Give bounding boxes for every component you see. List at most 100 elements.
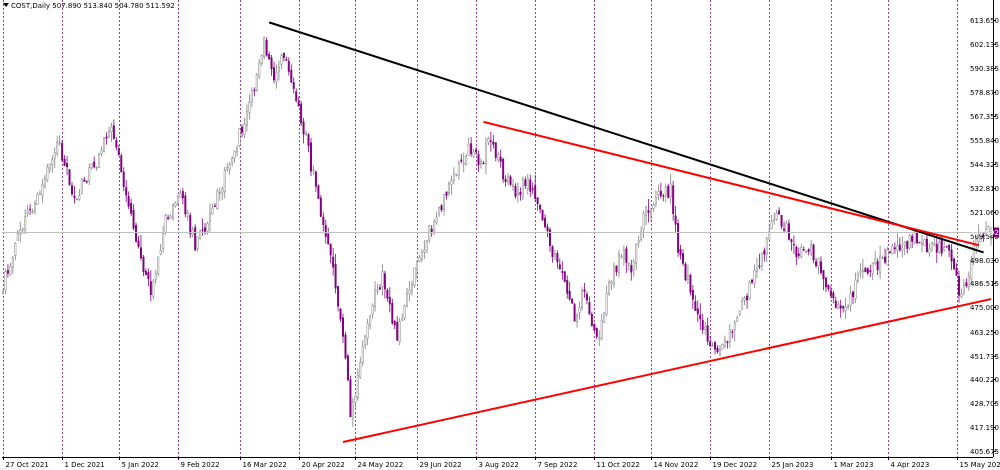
bull-candle [196, 236, 199, 249]
bull-candle [928, 248, 931, 253]
bull-candle [908, 234, 911, 248]
bull-candle [512, 184, 515, 187]
bull-candle [484, 143, 487, 165]
bear-candle [583, 289, 586, 292]
bull-candle [472, 151, 475, 157]
bear-candle [470, 143, 473, 155]
bear-candle [839, 305, 842, 309]
bear-candle [531, 188, 534, 190]
x-tick-label: 15 May 2023 [960, 461, 1000, 469]
bull-candle [479, 161, 482, 165]
bull-candle [103, 137, 106, 152]
bull-candle [775, 212, 778, 220]
bear-candle [149, 281, 152, 295]
bull-candle [199, 231, 202, 239]
y-tick-label: 498.030 [970, 257, 999, 265]
bear-candle [184, 195, 187, 215]
bear-candle [802, 249, 805, 251]
bull-candle [521, 178, 524, 198]
x-tick-label: 9 Feb 2022 [181, 461, 220, 469]
y-tick-label: 405.675 [970, 448, 999, 456]
bear-candle [327, 233, 330, 245]
bull-candle [987, 226, 990, 232]
bull-candle [886, 249, 889, 266]
bear-candle [270, 57, 273, 70]
bear-candle [125, 187, 128, 196]
y-tick-label: 417.190 [970, 424, 999, 432]
bull-candle [657, 191, 660, 196]
bear-candle [167, 217, 170, 219]
bull-candle [2, 291, 4, 294]
bull-candle [418, 257, 421, 263]
bear-candle [189, 215, 192, 235]
bull-candle [447, 183, 450, 194]
bull-candle [738, 310, 741, 316]
bear-candle [332, 256, 335, 268]
bear-candle [746, 295, 749, 301]
bull-candle [620, 255, 623, 258]
bull-candle [228, 164, 231, 170]
time-axis: 27 Oct 2021 1 Dec 2021 5 Jan 2022 9 Feb 202… [2, 457, 1000, 469]
bear-candle [953, 258, 956, 269]
x-tick-label: 27 Oct 2021 [6, 461, 49, 469]
bear-candle [546, 226, 549, 232]
bear-candle [292, 82, 295, 90]
bull-candle [487, 138, 490, 143]
bull-candle [238, 128, 241, 146]
bull-candle [255, 74, 258, 91]
x-tick-label: 24 May 2022 [358, 461, 404, 469]
bull-candle [645, 207, 648, 216]
bull-candle [664, 187, 667, 196]
bull-candle [553, 253, 556, 260]
y-tick-label: 532.810 [970, 185, 999, 193]
bull-candle [26, 210, 29, 214]
bull-candle [381, 271, 384, 288]
dropdown-triangle-icon[interactable] [3, 3, 9, 7]
bull-candle [413, 267, 416, 286]
x-tick-label: 1 Mar 2023 [834, 461, 874, 469]
x-tick-label: 7 Sep 2022 [538, 461, 578, 469]
bear-candle [866, 268, 869, 274]
bull-candle [603, 312, 606, 323]
bull-candle [107, 130, 110, 137]
bear-candle [66, 163, 69, 168]
bear-candle [295, 91, 298, 102]
bull-candle [921, 243, 924, 245]
lower-trendline [342, 298, 992, 444]
bull-candle [179, 193, 182, 198]
bull-candle [605, 293, 608, 315]
bear-candle [842, 306, 845, 309]
bear-candle [378, 287, 381, 290]
bull-candle [305, 133, 308, 135]
bear-candle [795, 246, 798, 258]
bull-candle [351, 401, 354, 419]
bull-candle [226, 167, 229, 170]
bull-candle [635, 244, 638, 264]
bear-candle [659, 190, 662, 196]
bear-candle [492, 141, 495, 145]
bull-candle [960, 293, 963, 297]
bear-candle [940, 239, 943, 254]
bear-candle [955, 268, 958, 276]
bear-candle [797, 253, 800, 256]
bear-candle [349, 379, 352, 418]
bull-candle [366, 323, 369, 339]
bear-candle [63, 158, 66, 166]
bear-candle [667, 185, 670, 198]
y-tick-label: 428.705 [970, 400, 999, 408]
bull-candle [943, 247, 946, 251]
bear-candle [957, 275, 960, 296]
symbol-ohlc-text: COST,Daily 507.890 513.840 504.780 511.5… [11, 2, 175, 10]
bull-candle [686, 275, 689, 280]
bear-candle [876, 261, 879, 271]
bear-candle [319, 197, 322, 217]
trendlines [268, 21, 992, 444]
bull-candle [369, 315, 372, 326]
bull-candle [435, 216, 438, 223]
current-price-badge [994, 227, 999, 238]
bull-candle [975, 238, 978, 247]
bear-candle [807, 249, 810, 252]
bull-candle [617, 253, 620, 274]
y-tick-label: 555.840 [970, 137, 999, 145]
bear-candle [615, 265, 618, 273]
